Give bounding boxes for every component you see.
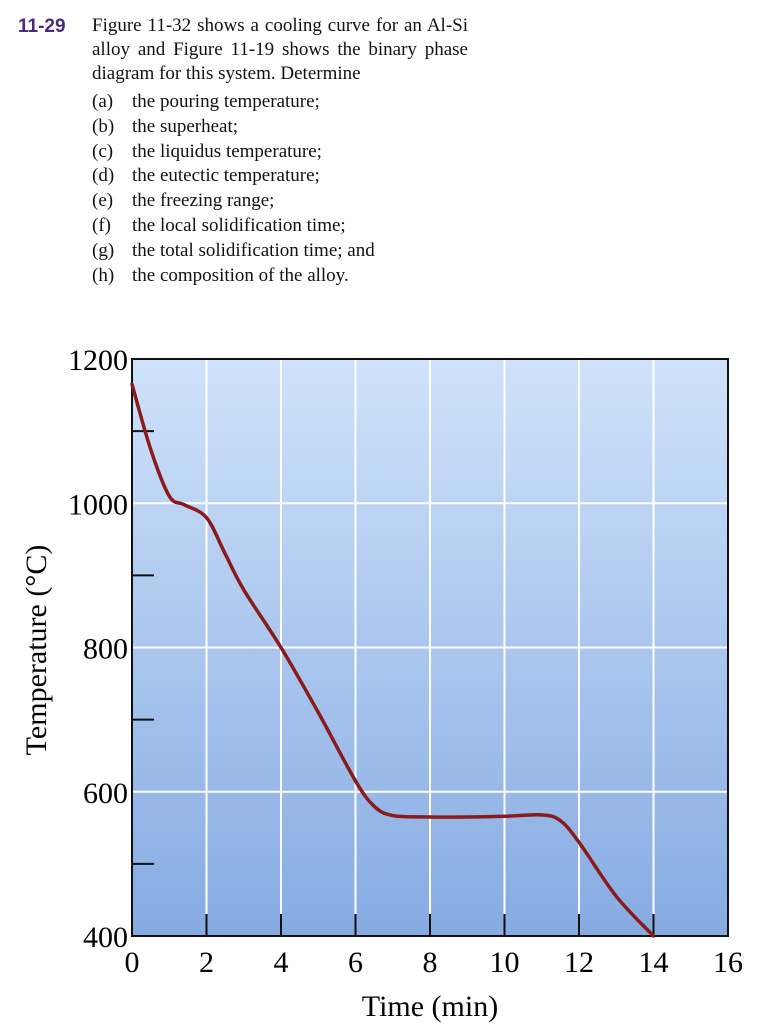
x-tick-label: 10	[490, 946, 520, 979]
problem-statement: 11-29 Figure 11-32 shows a cooling curve…	[18, 14, 468, 288]
problem-body: Figure 11-32 shows a cooling curve for a…	[92, 14, 468, 288]
x-tick-label: 14	[639, 946, 669, 979]
problem-part-text: the superheat;	[132, 115, 239, 137]
problem-part-label: (e)	[92, 190, 114, 212]
problem-part-label: (c)	[92, 140, 114, 162]
x-tick-label: 8	[423, 946, 438, 979]
problem-number: 11-29	[18, 16, 66, 37]
y-axis-label: Temperature (°C)	[20, 545, 53, 756]
problem-part-label: (b)	[92, 115, 115, 137]
problem-part: (h) the composition of the alloy.	[92, 264, 468, 289]
y-tick-label: 1000	[68, 488, 128, 521]
problem-part-text: the eutectic temperature;	[132, 165, 320, 187]
problem-part: (f) the local solidification time;	[92, 214, 468, 239]
x-axis-label: Time (min)	[362, 990, 498, 1023]
problem-part: (g) the total solidification time; and	[92, 239, 468, 264]
x-tick-label: 4	[274, 946, 289, 979]
y-tick-label: 1200	[68, 344, 128, 377]
problem-part-text: the liquidus temperature;	[132, 140, 322, 162]
y-tick-label: 600	[83, 777, 128, 810]
problem-part-text: the freezing range;	[132, 190, 275, 212]
x-tick-label: 16	[713, 946, 743, 979]
problem-part-label: (a)	[92, 91, 114, 112]
problem-intro: Figure 11-32 shows a cooling curve for a…	[92, 15, 468, 84]
problem-part-label: (h)	[92, 264, 115, 286]
problem-part: (c) the liquidus temperature;	[92, 140, 468, 165]
plot-frame	[131, 358, 729, 937]
x-tick-labels: 0 2 4 6 8 10 12 14 16	[125, 946, 744, 979]
problem-part-text: the local solidification time;	[132, 214, 346, 236]
problem-part-label: (f)	[92, 214, 111, 236]
x-tick-label: 12	[564, 946, 594, 979]
problem-parts: (a) the pouring temperature; (b) the superh…	[92, 90, 468, 288]
problem-part: (d) the eutectic temperature;	[92, 164, 468, 189]
x-tick-label: 0	[125, 946, 140, 979]
problem-part: (e) the freezing range;	[92, 189, 468, 214]
problem-part-text: the pouring temperature;	[132, 91, 320, 112]
y-tick-label: 800	[83, 633, 128, 666]
cooling-curve-line	[130, 382, 656, 938]
y-tick-labels: 400 600 800 1000 1200	[68, 344, 128, 954]
x-tick-label: 2	[199, 946, 214, 979]
problem-part-text: the composition of the alloy.	[132, 264, 349, 286]
minor-ticks	[132, 430, 655, 936]
problem-part: (b) the superheat;	[92, 115, 468, 140]
problem-part-label: (d)	[92, 165, 115, 187]
y-tick-label: 400	[83, 921, 128, 954]
problem-part: (a) the pouring temperature;	[92, 90, 468, 115]
x-tick-label: 6	[348, 946, 363, 979]
problem-part-label: (g)	[92, 239, 115, 261]
problem-part-text: the total solidification time; and	[132, 239, 375, 261]
